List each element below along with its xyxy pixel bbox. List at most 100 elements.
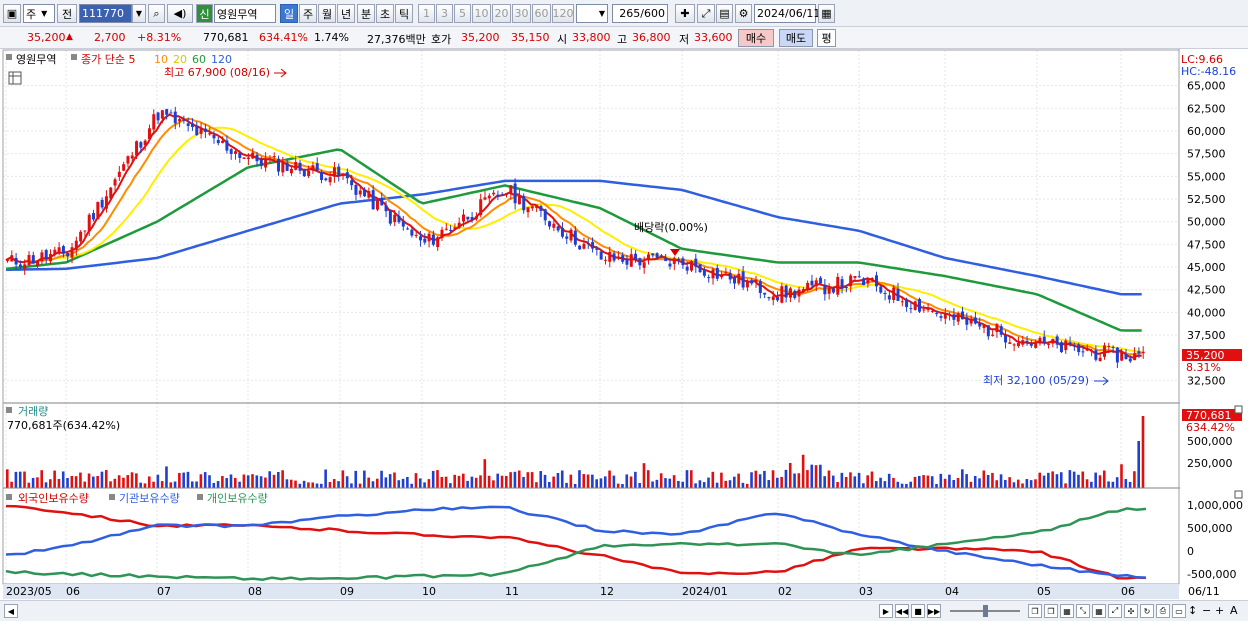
duplicate-icon[interactable]: ❐ [1044,604,1058,618]
pan-icon[interactable]: ✣ [1124,604,1138,618]
gear-icon[interactable]: ⚙ [735,4,752,23]
sell-button[interactable]: 매도 [779,29,813,47]
minute-3-button[interactable]: 3 [436,4,453,23]
low-arrow-icon [1094,376,1109,386]
date-axis: 2023/05 06 07 08 09 10 11 12 2024/01 02 03 04 05 06 [6,585,1135,598]
count-value: 265 [619,7,641,20]
candle-body [14,257,18,265]
volume-bar [952,480,956,488]
candle-body [165,109,169,115]
copy-icon[interactable]: ❐ [1028,604,1042,618]
grid-icon[interactable]: ▤ [716,4,733,23]
volume-bar [100,471,104,488]
prefix-button[interactable]: 전 [57,4,77,23]
interval-select[interactable]: ▼ [576,4,608,23]
count-field[interactable]: 265/600 [612,4,668,23]
tab-second[interactable]: 초 [376,4,394,23]
stock-code-input[interactable]: 111770 [79,4,132,23]
candle-body [831,288,835,293]
last-page-icon[interactable]: ▶▶ [927,604,941,618]
candle-body [470,216,474,220]
scale-icon[interactable]: ↕ [1188,604,1198,617]
window-menu-icon[interactable]: ▣ [3,4,21,23]
minute-1-button[interactable]: 1 [418,4,435,23]
table-view-icon[interactable] [8,71,22,85]
candle-body [182,119,186,121]
save-icon[interactable]: ▭ [1172,604,1186,618]
minute-20-button[interactable]: 20 [492,4,511,23]
scroll-left-icon[interactable]: ◀ [4,604,18,618]
minute-5-button[interactable]: 5 [454,4,471,23]
crosshair-icon[interactable]: ⤢ [697,4,715,23]
calendar-icon[interactable]: ▦ [818,4,835,23]
zoom-out-icon[interactable]: − [1202,604,1212,617]
minute-30-button[interactable]: 30 [512,4,531,23]
buy-button[interactable]: 매수 [738,29,774,47]
tab-tick[interactable]: 틱 [395,4,413,23]
minute-60-button[interactable]: 60 [532,4,551,23]
individual-holdings-label[interactable]: 개인보유수량 [207,492,268,505]
font-size-icon[interactable]: A [1230,604,1238,617]
minute-120-button[interactable]: 120 [552,4,574,23]
volume-bar [289,479,293,488]
tab-monthly[interactable]: 월 [318,4,336,23]
panel-close-icon[interactable] [1234,490,1243,499]
volume-bar [690,470,693,488]
minute-10-button[interactable]: 10 [472,4,491,23]
stock-name-field[interactable]: 영원무역 [214,4,276,23]
holdings-lines [5,504,1147,581]
candle-body [737,273,741,284]
candle-body [246,157,250,160]
ma10-label[interactable]: 10 [154,53,168,66]
tab-weekly[interactable]: 주 [299,4,317,23]
volume-bar [337,481,340,488]
first-page-icon[interactable]: ◀◀ [895,604,909,618]
candle-body [195,125,199,136]
flat-button[interactable]: 평 [817,29,836,47]
speaker-icon[interactable]: ◀) [167,4,193,23]
ma120-label[interactable]: 120 [211,53,232,66]
candle-body [591,242,595,249]
tab-yearly[interactable]: 년 [337,4,355,23]
panel-close-icon[interactable] [1234,405,1243,414]
date-field[interactable]: 2024/06/11 [754,4,820,23]
volume-bar [173,481,177,488]
market-select[interactable]: 주 ▼ [23,4,55,23]
candle-body [827,287,831,294]
volume-bar [315,483,319,488]
volume-title[interactable]: 거래량 [18,405,48,418]
zoom-in-icon[interactable]: + [1215,604,1225,617]
volume-bar [737,473,740,488]
foreign-holdings-label[interactable]: 외국인보유수량 [18,492,89,505]
volume-bar [393,472,396,488]
search-icon[interactable]: ⌕ [148,4,165,23]
volume-bar [995,480,999,488]
institution-holdings-label[interactable]: 기관보유수량 [119,492,180,505]
volume-bar [853,476,857,488]
volume-bar [840,472,844,488]
stock-chart[interactable]: 영원무역 종가 단순 5 10 20 60 120 LC:9.66 HC:-48… [0,49,1248,600]
volume-bar [831,475,835,488]
scroll-right-icon[interactable]: ▶ [879,604,893,618]
refresh-icon[interactable]: ↻ [1140,604,1154,618]
ma20-label[interactable]: 20 [173,53,187,66]
ma-title-label[interactable]: 종가 단순 5 [81,53,135,66]
expand-icon[interactable]: ⤡ [1076,604,1090,618]
ma60-label[interactable]: 60 [192,53,206,66]
price-tick: 37,500 [1187,329,1226,342]
volume-bar [143,483,147,488]
layout-icon[interactable]: ▦ [1060,604,1074,618]
tab-daily[interactable]: 일 [280,4,298,23]
grid-toggle-icon[interactable]: ▦ [1092,604,1106,618]
zoom-slider-handle[interactable] [983,605,988,617]
candle-body [616,256,620,259]
code-dropdown-icon[interactable]: ▼ [132,4,146,23]
shrink-icon[interactable]: ⤢ [1108,604,1122,618]
tab-minute[interactable]: 분 [357,4,375,23]
chart-settings-icon[interactable]: ✚ [675,4,695,23]
stop-icon[interactable]: ■ [911,604,925,618]
volume-bar [1064,483,1067,488]
candle-body [539,206,543,211]
high-annotation: 최고 67,900 (08/16) [164,66,270,79]
print-icon[interactable]: ⎙ [1156,604,1170,618]
